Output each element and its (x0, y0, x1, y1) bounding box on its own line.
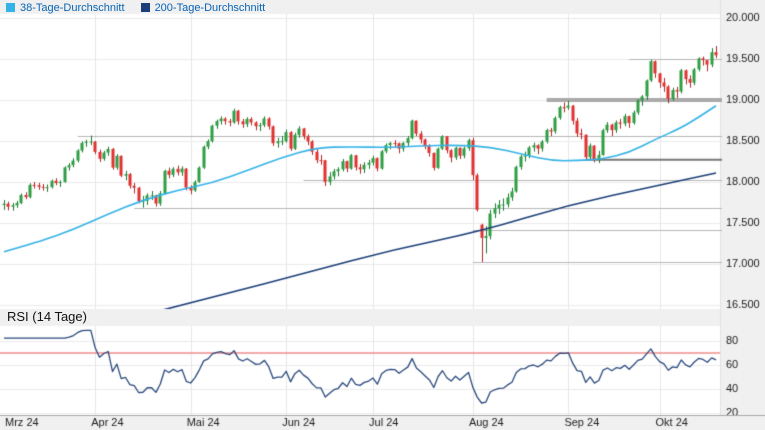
ma38-legend-label: 38-Tage-Durchschnitt (20, 1, 125, 14)
ma38-legend-swatch-icon (6, 3, 15, 12)
ma200-legend-label: 200-Tage-Durchschnitt (154, 1, 266, 14)
ma200-legend-swatch-icon (140, 3, 150, 12)
chart-legend: 38-Tage-Durchschnitt 200-Tage-Durchschni… (6, 0, 281, 15)
rsi-panel-title: RSI (14 Tage) (7, 309, 87, 324)
